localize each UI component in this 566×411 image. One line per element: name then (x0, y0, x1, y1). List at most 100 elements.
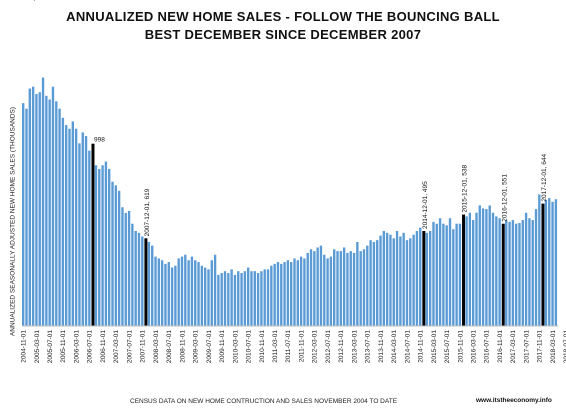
bar (531, 220, 534, 326)
x-tick-label: 2010-11-01 (259, 330, 266, 363)
x-tick-label: 2018-07-01 (563, 330, 566, 364)
bar-highlight (501, 223, 505, 326)
x-tick-label: 2018-03-01 (550, 330, 557, 364)
bar (349, 251, 352, 326)
x-axis-label: CENSUS DATA ON NEW HOME CONTRUCTION AND … (130, 398, 398, 405)
bar (207, 269, 210, 326)
bar (458, 223, 462, 326)
x-tick-label: 2004-11-01 (21, 330, 28, 363)
bar (45, 95, 48, 326)
bar (81, 132, 84, 326)
x-tick-label: 2017-11-01 (537, 330, 544, 363)
bar (147, 241, 151, 326)
bar (194, 260, 197, 326)
bar (227, 273, 230, 326)
bar (524, 212, 528, 326)
bar-highlight (422, 231, 426, 326)
bar (270, 265, 273, 326)
x-tick-label: 2012-03-01 (312, 330, 319, 364)
bar (68, 128, 71, 326)
x-tick-label: 2010-07-01 (246, 330, 253, 364)
bar (389, 234, 392, 326)
bar (134, 231, 137, 326)
bar (438, 218, 442, 326)
bar (286, 260, 290, 326)
bar (174, 265, 177, 326)
x-tick-label: 2006-07-01 (87, 330, 94, 364)
bar (372, 241, 376, 326)
bar (101, 165, 104, 326)
bar (65, 125, 68, 326)
bar (220, 273, 223, 326)
data-label: 998 (94, 137, 105, 144)
chart-subtitle: BEST DECEMBER SINCE DECEMBER 2007 (144, 27, 422, 42)
bar (319, 245, 323, 326)
x-tick-label: 2011-11-01 (298, 330, 305, 363)
bar (521, 220, 524, 326)
bar (177, 258, 180, 326)
x-tick-label: 2005-07-01 (47, 330, 54, 364)
bar-highlight (91, 143, 95, 326)
bar (379, 235, 382, 326)
bar (442, 223, 445, 326)
bar (243, 271, 247, 326)
bar (336, 251, 339, 326)
bar (329, 256, 333, 326)
source-label: www.itstheeconomy.info (476, 397, 552, 404)
x-tick-label: 2011-03-01 (272, 330, 279, 363)
bar (41, 77, 45, 326)
bar (246, 267, 250, 326)
bar (290, 262, 293, 326)
bar (253, 271, 256, 326)
bar (127, 210, 131, 326)
bar (362, 249, 366, 326)
x-tick-label: 2014-11-01 (418, 330, 425, 363)
x-tick-label: 2014-03-01 (391, 330, 398, 364)
x-tick-label: 2009-07-01 (206, 330, 213, 364)
bar (339, 251, 343, 326)
bar (240, 273, 243, 326)
x-tick-label: 2012-07-01 (325, 330, 332, 364)
bar (376, 240, 379, 326)
bar (471, 220, 475, 326)
x-tick-label: 2016-03-01 (471, 330, 478, 364)
bar (505, 220, 508, 326)
bar (481, 208, 485, 326)
data-label: 2014-12-01, 495 (422, 181, 429, 229)
bar (22, 103, 25, 327)
bar (117, 190, 121, 326)
bar (157, 258, 161, 326)
bar (395, 231, 399, 326)
bar (200, 265, 204, 326)
bar (180, 256, 184, 326)
x-tick-label: 2013-03-01 (351, 330, 358, 364)
bar (405, 240, 409, 326)
x-tick-label: 2013-07-01 (365, 330, 372, 364)
bar (217, 274, 220, 326)
x-tick-label: 2015-11-01 (457, 330, 464, 363)
bar (448, 218, 452, 326)
bar (425, 232, 429, 326)
bar (465, 216, 468, 326)
bar (415, 231, 419, 326)
bar (548, 198, 551, 326)
data-label: 2019-12-01, 694 (0, 0, 48, 2)
bar (88, 150, 91, 326)
x-tick-label: 2005-11-01 (60, 330, 67, 363)
bar (164, 263, 167, 326)
bar (511, 220, 515, 326)
bar (223, 271, 227, 326)
bar (170, 267, 174, 326)
bar (309, 249, 313, 326)
bar (534, 209, 538, 326)
bar (141, 236, 144, 326)
bar (478, 205, 481, 326)
bar (306, 252, 309, 326)
bar (266, 269, 270, 326)
bar (124, 212, 127, 326)
chart-title: ANNUALIZED NEW HOME SALES - FOLLOW THE B… (66, 9, 500, 24)
data-label: 2007-12-01, 619 (144, 188, 151, 236)
x-tick-label: 2006-11-01 (100, 330, 107, 363)
bar (296, 260, 299, 326)
bar (260, 271, 263, 326)
